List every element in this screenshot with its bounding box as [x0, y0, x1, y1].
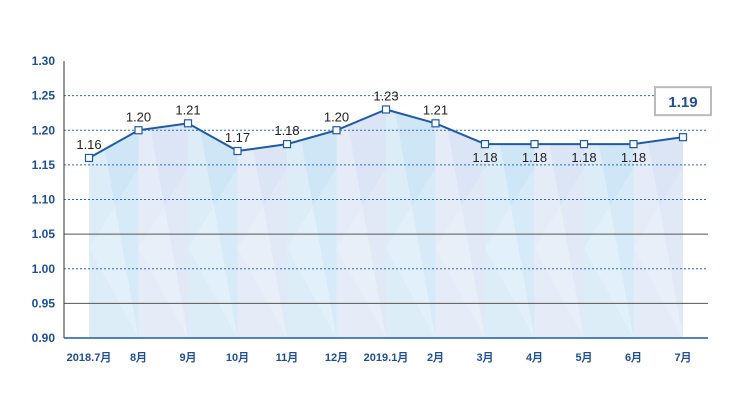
x-tick-labels: 2018.7月 8月 9月 10月 11月 12月 2019.1月 2月 3月 4月 5月 6月 7月: [67, 351, 692, 364]
x-tick-label: 10月: [226, 351, 249, 364]
data-point: [134, 126, 143, 135]
area-band: [534, 109, 585, 338]
x-tick-label: 3月: [476, 351, 493, 364]
area-facet: [386, 109, 436, 338]
data-label: 1.23: [373, 88, 398, 103]
x-tick-label: 4月: [526, 351, 543, 364]
data-point: [629, 140, 638, 149]
data-point: [530, 140, 539, 149]
x-tick-label: 9月: [179, 351, 196, 364]
area-facet: [336, 168, 386, 338]
area-band: [435, 109, 486, 338]
data-label: 1.21: [175, 102, 200, 117]
data-point: [183, 119, 193, 128]
y-tick-label: 1.00: [32, 262, 56, 276]
data-point: [233, 146, 242, 156]
area-facet: [633, 168, 683, 338]
x-tick-label: 8月: [130, 351, 147, 364]
area-facet: [138, 168, 188, 338]
data-labels: 1.16 1.20 1.21 1.17 1.18 1.20 1.23 1.21 1.18 1.18…: [76, 86, 712, 165]
data-point: [431, 119, 440, 128]
data-label: 1.17: [225, 130, 250, 145]
data-label: 1.20: [324, 109, 349, 124]
x-tick-label: 2月: [427, 351, 444, 364]
data-label-highlight: 1.19: [668, 94, 697, 111]
data-label: 1.18: [571, 150, 596, 165]
y-tick-label: 1.10: [32, 193, 56, 207]
area-facet: [584, 168, 634, 338]
data-point: [332, 126, 341, 135]
data-label: 1.18: [274, 123, 299, 138]
data-point: [480, 140, 490, 149]
area-facet: [534, 168, 584, 338]
area-band: [287, 109, 337, 338]
y-tick-label: 1.05: [32, 227, 56, 241]
area-facet: [138, 109, 188, 338]
y-tick-label: 1.20: [32, 123, 56, 137]
area-band: [584, 109, 634, 338]
y-tick-labels: 0.90 0.95 1.00 1.05 1.10 1.15 1.20 1.25 1.30: [32, 54, 56, 345]
x-tick-label: 5月: [575, 351, 592, 364]
gridlines: [64, 95, 708, 304]
area-facet: [188, 168, 238, 338]
area-facet: [435, 168, 485, 338]
axes: [63, 61, 708, 339]
series-line: [84, 105, 688, 163]
area-band: [633, 109, 683, 338]
x-tick-label: 2019.1月: [364, 351, 409, 364]
data-label: 1.16: [76, 137, 101, 152]
x-tick-label: 7月: [674, 351, 691, 364]
data-point: [84, 153, 94, 163]
data-point: [381, 105, 391, 114]
x-tick-label: 6月: [625, 351, 642, 364]
data-label: 1.18: [472, 150, 497, 165]
data-label: 1.18: [621, 150, 646, 165]
data-point: [579, 140, 589, 149]
highlight-box: [654, 86, 712, 117]
area-band: [386, 109, 436, 338]
x-tick-label: 12月: [325, 351, 348, 364]
area-band: [138, 109, 189, 338]
area-band: [485, 109, 535, 338]
area-facet: [287, 168, 337, 338]
y-tick-label: 0.90: [32, 331, 56, 345]
area-facet: [237, 168, 287, 338]
data-point: [282, 140, 292, 149]
data-label: 1.21: [423, 102, 448, 117]
y-tick-label: 1.25: [32, 89, 56, 103]
area-facet: [386, 168, 436, 338]
x-tick-label: 2018.7月: [67, 351, 112, 364]
y-tick-label: 0.95: [32, 296, 56, 310]
area-facet: [89, 168, 139, 338]
data-label: 1.20: [126, 109, 151, 124]
y-tick-label: 1.15: [32, 158, 56, 172]
area-facet: [485, 168, 535, 338]
y-tick-label: 1.30: [32, 54, 56, 68]
area-band: [336, 109, 387, 338]
x-tick-label: 11月: [276, 351, 299, 364]
data-point: [678, 133, 688, 142]
data-label: 1.18: [522, 150, 547, 165]
